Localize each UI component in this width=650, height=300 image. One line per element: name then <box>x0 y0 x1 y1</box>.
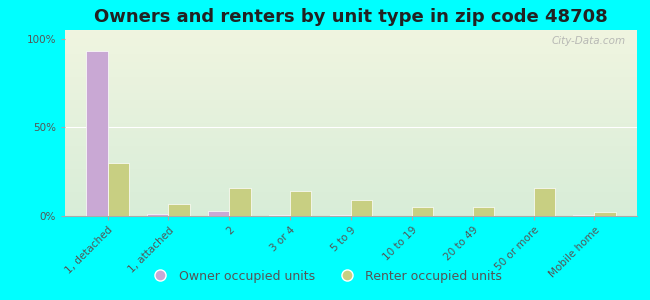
Bar <box>208 211 229 216</box>
Bar <box>534 188 555 216</box>
Bar <box>108 163 129 216</box>
Title: Owners and renters by unit type in zip code 48708: Owners and renters by unit type in zip c… <box>94 8 608 26</box>
Bar <box>330 215 351 216</box>
Bar <box>147 214 168 216</box>
Bar <box>229 188 251 216</box>
Bar <box>573 215 594 216</box>
Bar <box>86 51 108 216</box>
Bar <box>290 191 311 216</box>
Bar <box>168 204 190 216</box>
Bar <box>473 207 494 216</box>
Bar <box>594 212 616 216</box>
Legend: Owner occupied units, Renter occupied units: Owner occupied units, Renter occupied un… <box>143 265 507 288</box>
Bar <box>269 215 290 216</box>
Bar <box>412 207 433 216</box>
Text: City-Data.com: City-Data.com <box>551 36 625 46</box>
Bar <box>351 200 372 216</box>
